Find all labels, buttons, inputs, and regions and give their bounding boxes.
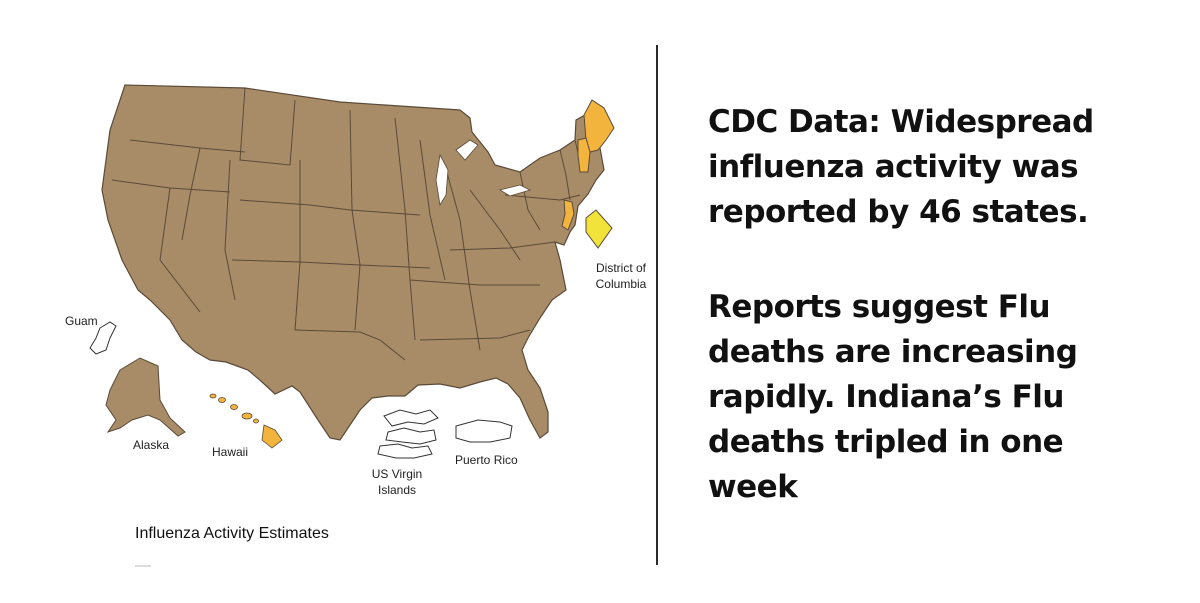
state-borders xyxy=(111,87,583,361)
puerto-rico-shape xyxy=(455,419,513,443)
legend-mark xyxy=(135,565,151,567)
body-line-5: week xyxy=(708,469,798,505)
body-text: Reports suggest Flu deaths are increasin… xyxy=(708,285,1178,510)
usvi-label-line1: US Virgin xyxy=(371,467,423,481)
headline-line-2: influenza activity was xyxy=(708,149,1079,185)
usvi-label-line2: Islands xyxy=(377,483,417,497)
contiguous-us-shape xyxy=(101,84,605,441)
dc-shape xyxy=(585,209,613,249)
headline-line-1: CDC Data: Widespread xyxy=(708,104,1094,140)
hawaii-label: Hawaii xyxy=(212,445,249,459)
usvi-shape xyxy=(377,409,439,459)
legend-title: Influenza Activity Estimates xyxy=(135,525,329,542)
hawaii-shape xyxy=(209,393,283,449)
headline-line-3: reported by 46 states. xyxy=(708,194,1089,230)
text-panel: CDC Data: Widespread influenza activity … xyxy=(708,100,1178,510)
us-flu-map xyxy=(89,84,615,459)
new-jersey-shape xyxy=(561,199,575,231)
flu-map-panel: District of Columbia Guam Alaska Hawaii … xyxy=(65,84,654,567)
guam-shape xyxy=(89,321,117,355)
body-line-1: Reports suggest Flu xyxy=(708,289,1051,325)
alaska-shape xyxy=(105,357,186,437)
new-hampshire-shape xyxy=(577,137,591,173)
alaska-label: Alaska xyxy=(133,438,170,452)
dc-label-line2: Columbia xyxy=(595,277,647,291)
body-line-3: rapidly. Indiana’s Flu xyxy=(708,379,1065,415)
dc-label: District of Columbia xyxy=(588,260,654,292)
puerto-rico-label: Puerto Rico xyxy=(455,453,518,467)
great-lakes xyxy=(435,139,532,207)
usvi-label: US Virgin Islands xyxy=(364,466,430,498)
maine-shape xyxy=(583,99,615,153)
headline: CDC Data: Widespread influenza activity … xyxy=(708,100,1178,235)
body-line-2: deaths are increasing xyxy=(708,334,1078,370)
body-line-4: deaths tripled in one xyxy=(708,424,1064,460)
divider xyxy=(656,45,658,565)
guam-label: Guam xyxy=(65,314,98,328)
dc-label-line1: District of xyxy=(595,261,646,275)
